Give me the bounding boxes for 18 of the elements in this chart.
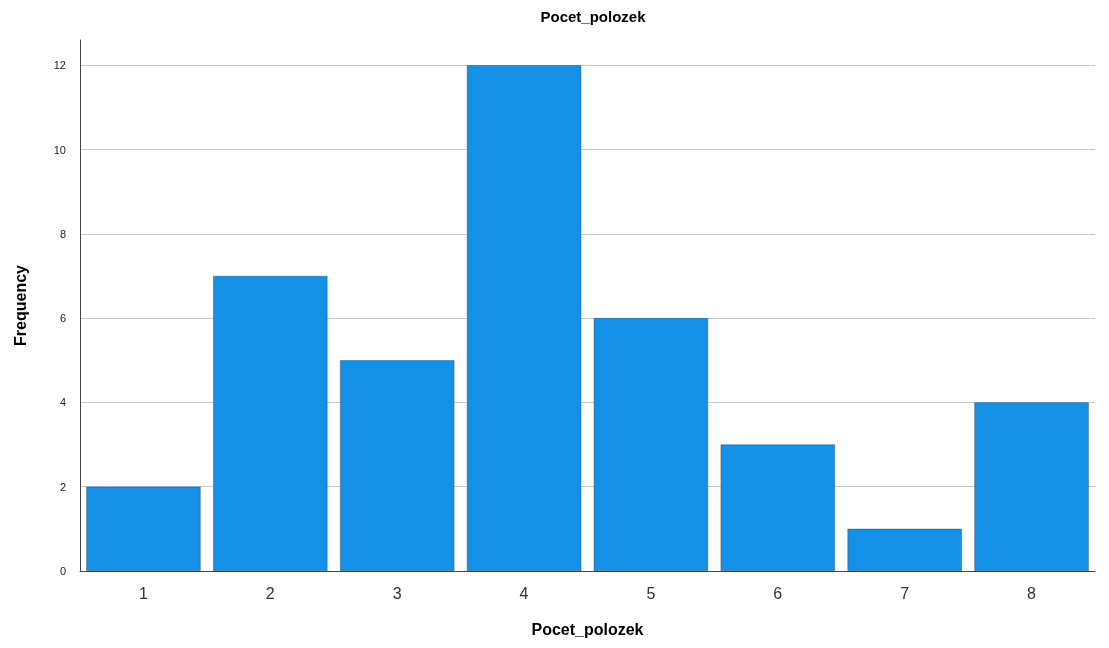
x-tick-label: 3: [392, 584, 402, 602]
y-tick-label: 4: [59, 396, 66, 409]
x-tick-label: 1: [138, 584, 148, 602]
x-tick-label: 4: [519, 584, 529, 602]
x-tick-label: 5: [646, 584, 656, 602]
y-axis-title: Frequency: [11, 264, 29, 346]
y-tick-label: 2: [59, 480, 66, 493]
y-tick-label: 12: [53, 59, 66, 72]
x-axis-title: Pocet_polozek: [531, 620, 644, 638]
x-tick-label: 8: [1027, 584, 1037, 602]
y-tick-label: 10: [53, 143, 66, 156]
x-tick-label: 6: [773, 584, 783, 602]
chart-title: Pocet_polozek: [540, 8, 647, 25]
y-tick-label: 0: [59, 565, 66, 577]
y-tick-label: 6: [59, 312, 66, 325]
x-tick-label: 7: [900, 584, 910, 602]
x-tick-label: 2: [265, 584, 275, 602]
y-tick-label: 8: [59, 227, 66, 240]
